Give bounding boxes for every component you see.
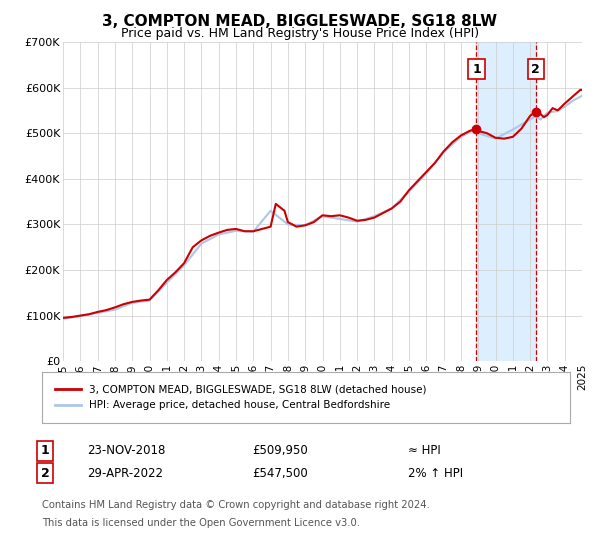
Legend: 3, COMPTON MEAD, BIGGLESWADE, SG18 8LW (detached house), HPI: Average price, det: 3, COMPTON MEAD, BIGGLESWADE, SG18 8LW (… xyxy=(47,377,434,418)
Text: 1: 1 xyxy=(41,444,49,458)
Text: ≈ HPI: ≈ HPI xyxy=(408,444,441,458)
Text: 3, COMPTON MEAD, BIGGLESWADE, SG18 8LW: 3, COMPTON MEAD, BIGGLESWADE, SG18 8LW xyxy=(103,14,497,29)
Text: 23-NOV-2018: 23-NOV-2018 xyxy=(87,444,166,458)
Text: 2: 2 xyxy=(41,466,49,480)
Text: Price paid vs. HM Land Registry's House Price Index (HPI): Price paid vs. HM Land Registry's House … xyxy=(121,27,479,40)
Text: 2% ↑ HPI: 2% ↑ HPI xyxy=(408,466,463,480)
Text: Contains HM Land Registry data © Crown copyright and database right 2024.: Contains HM Land Registry data © Crown c… xyxy=(42,500,430,510)
Text: 29-APR-2022: 29-APR-2022 xyxy=(87,466,163,480)
Text: 2: 2 xyxy=(532,63,540,76)
Text: This data is licensed under the Open Government Licence v3.0.: This data is licensed under the Open Gov… xyxy=(42,518,360,528)
Text: 1: 1 xyxy=(472,63,481,76)
Bar xyxy=(476,42,536,361)
Text: £547,500: £547,500 xyxy=(252,466,308,480)
Text: £509,950: £509,950 xyxy=(252,444,308,458)
